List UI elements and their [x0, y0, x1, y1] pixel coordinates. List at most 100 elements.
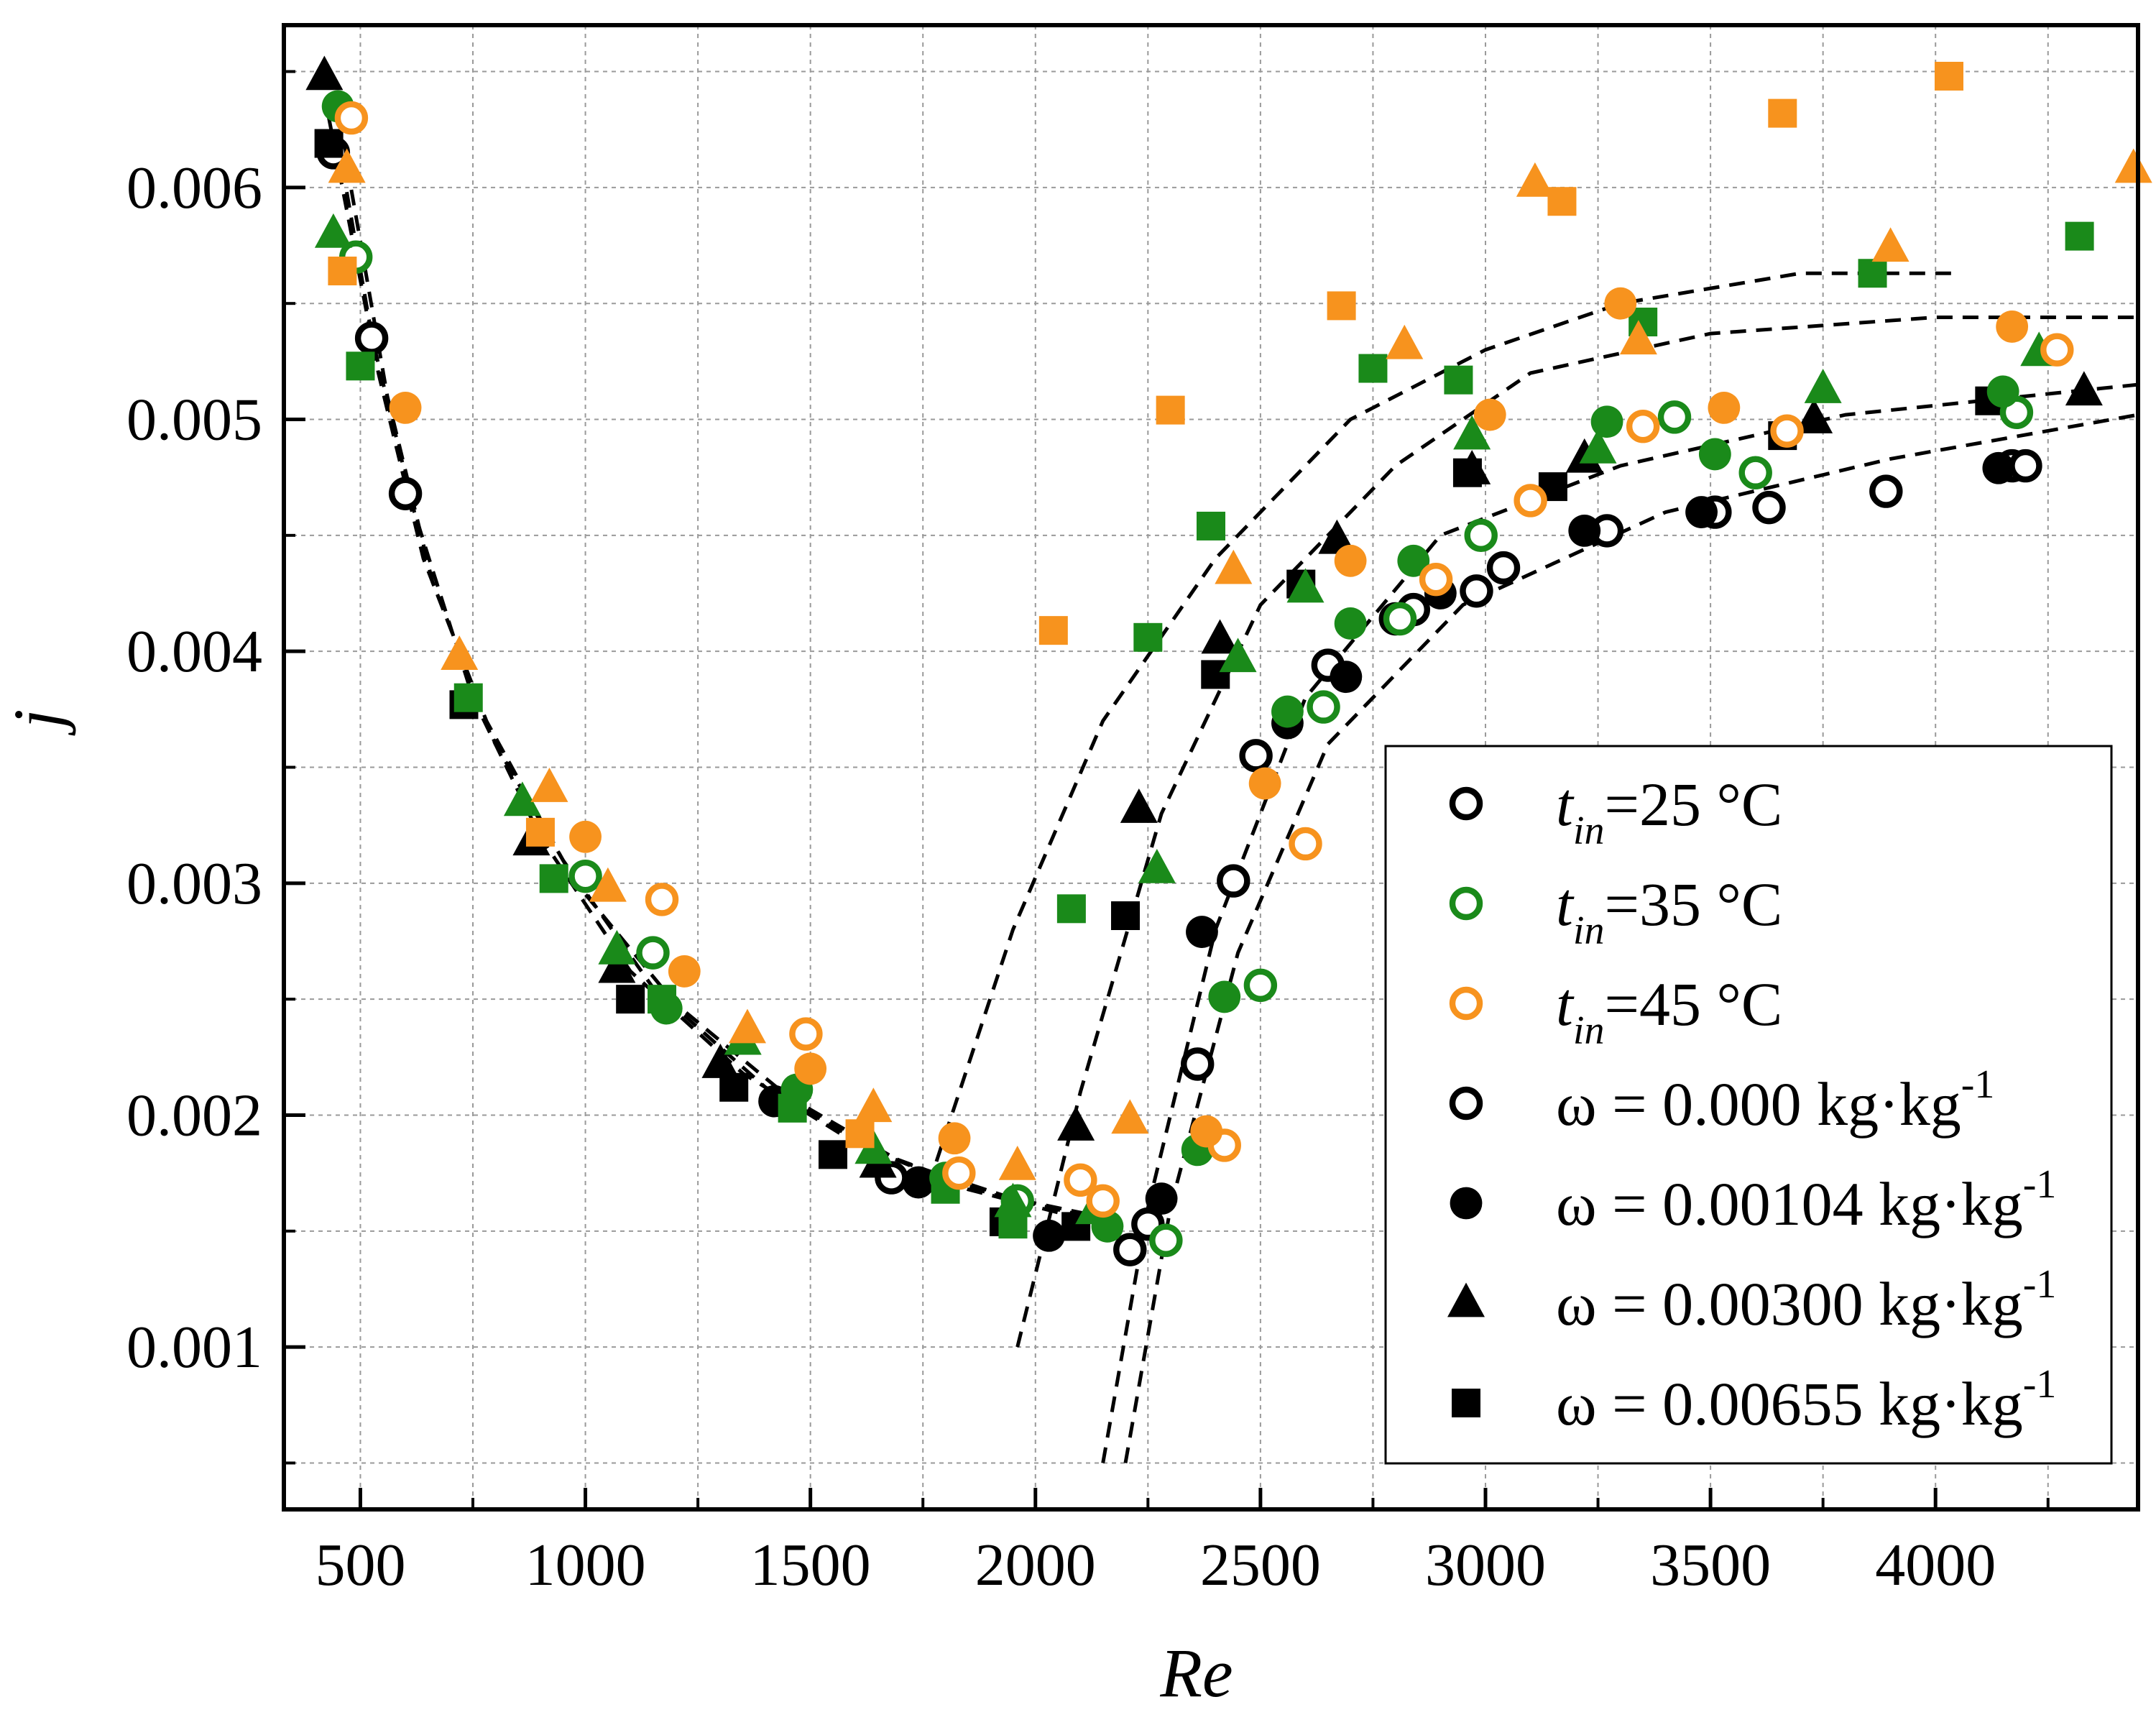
data-point — [1516, 162, 1554, 197]
series-t45-0-00655 — [328, 61, 1963, 1149]
series-t45-0-00104 — [389, 287, 2029, 1155]
data-point — [1038, 616, 1068, 645]
data-point — [2114, 148, 2152, 183]
data-point — [1133, 622, 1163, 652]
data-point — [354, 321, 389, 355]
data-point — [616, 985, 645, 1014]
data-point — [1111, 901, 1141, 930]
data-point — [530, 768, 568, 802]
legend-label-omega300: ω = 0.00300 kg·kg-1 — [1556, 1262, 2056, 1338]
data-point — [1334, 607, 1367, 640]
data-point — [1033, 1219, 1065, 1252]
data-point — [902, 1166, 935, 1199]
y-tick-label: 0.002 — [126, 1082, 262, 1149]
data-point — [1138, 848, 1176, 883]
data-point — [789, 1017, 823, 1051]
data-point — [994, 1182, 1032, 1218]
x-tick-label: 2000 — [975, 1532, 1096, 1598]
series-t45-0-00300 — [328, 148, 2152, 1180]
legend-marker-tin35 — [1449, 886, 1483, 921]
series-t45-0-000 — [334, 101, 2074, 1218]
data-point — [328, 148, 366, 183]
data-point — [1738, 456, 1772, 489]
data-point — [1982, 451, 2015, 484]
data-point — [598, 929, 636, 965]
data-point — [1186, 916, 1218, 948]
data-point — [1768, 98, 1797, 128]
fit-curve — [1015, 316, 2138, 1348]
fit-curve — [934, 271, 1958, 1162]
data-point — [503, 781, 541, 816]
legend-label-omega104: ω = 0.00104 kg·kg-1 — [1556, 1162, 2056, 1238]
data-point — [1286, 568, 1325, 603]
data-point — [1120, 788, 1158, 823]
data-point — [998, 1145, 1036, 1180]
data-point — [453, 683, 483, 712]
y-tick-label: 0.001 — [126, 1314, 262, 1381]
series-t25-0-000 — [316, 136, 2042, 1266]
data-point — [598, 948, 636, 983]
data-point — [1444, 365, 1473, 395]
data-point — [305, 55, 344, 91]
data-point — [1397, 544, 1430, 577]
data-point — [1547, 187, 1577, 216]
data-point — [1248, 767, 1281, 800]
data-point — [346, 351, 375, 381]
data-point — [568, 859, 602, 893]
data-points — [305, 55, 2152, 1266]
data-point — [1243, 968, 1278, 1002]
data-point — [1708, 391, 1741, 424]
data-point — [525, 817, 555, 847]
legend-marker-omega300 — [1447, 1282, 1485, 1317]
data-point — [1383, 602, 1417, 636]
legend-marker-tin45 — [1449, 986, 1483, 1021]
data-point — [794, 1052, 827, 1085]
data-point — [334, 101, 369, 135]
data-point — [328, 257, 357, 286]
legend-box — [1384, 745, 2113, 1465]
x-tick-label: 2500 — [1200, 1532, 1321, 1598]
data-point — [314, 213, 352, 248]
data-point — [1327, 291, 1356, 321]
y-axis-title: j — [0, 709, 76, 737]
data-point — [1086, 1184, 1120, 1218]
data-point — [1318, 519, 1356, 554]
data-point — [314, 129, 344, 158]
data-point — [389, 391, 422, 424]
x-tick-label: 1500 — [750, 1532, 871, 1598]
legend-label-tin35: tin=35 °C — [1556, 870, 1782, 953]
y-tick-label: 0.006 — [126, 155, 262, 221]
data-point — [1657, 400, 1692, 434]
data-point — [1219, 638, 1257, 673]
data-point — [668, 955, 701, 988]
data-point — [1869, 474, 1903, 508]
fit-curve — [336, 140, 1081, 1217]
x-tick-label: 3000 — [1425, 1532, 1546, 1598]
data-point — [1289, 827, 1322, 861]
data-point — [1271, 695, 1304, 728]
data-point — [1698, 438, 1731, 471]
data-point — [1215, 549, 1253, 584]
x-tick-label: 1000 — [525, 1532, 646, 1598]
data-point — [998, 1210, 1028, 1239]
data-point — [2040, 333, 2074, 367]
data-point — [1626, 409, 1660, 443]
data-point — [636, 936, 670, 970]
data-point — [1579, 428, 1617, 464]
data-point — [1453, 415, 1491, 450]
legend-marker-tin25 — [1449, 786, 1483, 821]
data-point — [1770, 414, 1804, 448]
x-tick-labels: 500 1000 1500 2000 2500 3000 3500 4000 — [315, 1532, 1996, 1598]
data-point — [1330, 661, 1363, 694]
data-point — [1358, 354, 1388, 383]
legend-marker-omega104 — [1450, 1187, 1483, 1220]
legend-label-tin45: tin=45 °C — [1556, 970, 1782, 1053]
data-point — [1804, 369, 1842, 403]
data-point — [1386, 324, 1424, 359]
data-point — [2009, 448, 2042, 483]
data-point — [1419, 562, 1453, 597]
data-point — [539, 864, 568, 893]
data-point — [1604, 287, 1637, 320]
data-point — [1795, 398, 1833, 433]
data-point — [1149, 1223, 1183, 1257]
